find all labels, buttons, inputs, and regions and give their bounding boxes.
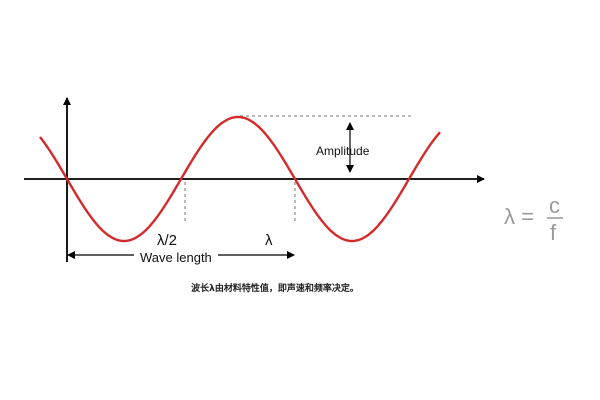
wavelength-label: λ (265, 232, 273, 249)
amplitude-label: Amplitude (316, 144, 370, 158)
half-wavelength-label: λ/2 (157, 232, 177, 249)
formula-denominator: f (550, 220, 557, 245)
wave-length-label: Wave length (140, 250, 212, 265)
wave-curve (39, 115, 441, 243)
caption: 波长λ由材料特性值，即声速和频率决定。 (191, 284, 359, 294)
formula-lhs: λ = (504, 204, 534, 229)
formula-numerator: c (549, 193, 560, 218)
